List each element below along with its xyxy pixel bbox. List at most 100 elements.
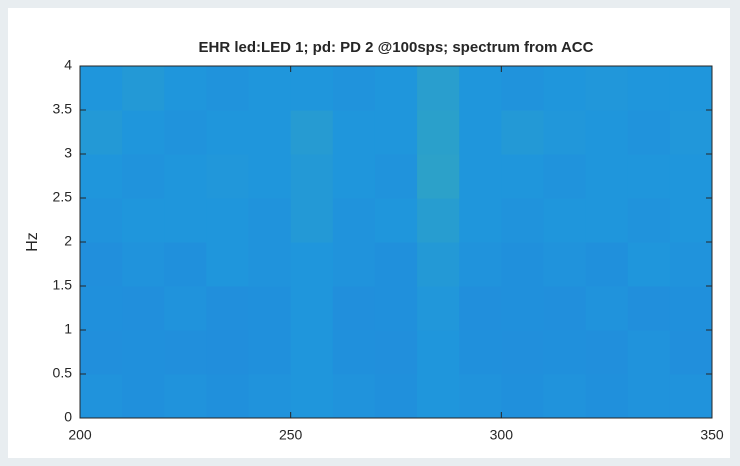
heatmap-cell [417, 330, 460, 375]
heatmap-cell [374, 110, 418, 155]
heatmap-cell [669, 374, 713, 419]
heatmap-cell [459, 242, 502, 287]
heatmap-cell [543, 110, 587, 155]
heatmap-cell [80, 286, 123, 331]
heatmap-cell [122, 330, 165, 375]
heatmap-cell [206, 330, 250, 375]
heatmap-cell [80, 374, 123, 419]
heatmap-cell [290, 154, 334, 199]
heatmap-cell [164, 286, 207, 331]
heatmap-cell [206, 110, 250, 155]
heatmap-cell [459, 198, 502, 243]
heatmap-cell [374, 66, 418, 111]
heatmap-cell [417, 286, 460, 331]
heatmap-cell [122, 66, 165, 111]
heatmap-cell [290, 110, 334, 155]
heatmap-cell [206, 154, 250, 199]
heatmap-cell [627, 66, 671, 111]
heatmap-cell [627, 374, 671, 419]
heatmap-cell [501, 286, 544, 331]
heatmap-cell [290, 66, 334, 111]
heatmap-cell [164, 154, 207, 199]
heatmap-cell [290, 374, 334, 419]
heatmap-cell [332, 330, 376, 375]
heatmap-cell [374, 154, 418, 199]
heatmap-cell [669, 66, 713, 111]
heatmap-cell [585, 110, 629, 155]
heatmap-cell [374, 374, 418, 419]
heatmap-cell [206, 66, 250, 111]
y-tick-label: 3 [64, 145, 72, 161]
heatmap-cell [627, 286, 671, 331]
heatmap-cell [543, 330, 587, 375]
heatmap-cell [585, 198, 629, 243]
heatmap-cell [459, 374, 502, 419]
heatmap-cell [459, 286, 502, 331]
heatmap-cell [669, 110, 713, 155]
heatmap-cell [585, 286, 629, 331]
heatmap-cell [248, 374, 292, 419]
heatmap-cell [501, 154, 544, 199]
heatmap-cell [122, 110, 165, 155]
heatmap-cell [248, 66, 292, 111]
heatmap-cell [669, 154, 713, 199]
x-tick-label: 300 [490, 427, 514, 443]
heatmap-cell [122, 286, 165, 331]
y-tick-label: 2.5 [53, 189, 73, 205]
heatmap-cell [164, 110, 207, 155]
heatmap-cell [122, 198, 165, 243]
heatmap-cell [501, 198, 544, 243]
heatmap-cell [669, 330, 713, 375]
heatmap-cell [332, 198, 376, 243]
heatmap-cell [80, 330, 123, 375]
heatmap-cell [627, 330, 671, 375]
heatmap-cell [290, 198, 334, 243]
heatmap-cell [627, 242, 671, 287]
y-tick-label: 4 [64, 57, 72, 73]
heatmap-cell [164, 330, 207, 375]
heatmap-cell [627, 198, 671, 243]
heatmap-cell [206, 198, 250, 243]
heatmap-cell [417, 374, 460, 419]
heatmap-cell [332, 154, 376, 199]
y-tick-label: 1 [64, 321, 72, 337]
heatmap-cell [501, 242, 544, 287]
heatmap-cell [459, 66, 502, 111]
heatmap-cell [248, 330, 292, 375]
heatmap-cell [669, 242, 713, 287]
heatmap-cell [417, 154, 460, 199]
heatmap-cell [459, 110, 502, 155]
heatmap-cell [332, 66, 376, 111]
heatmap-cell [206, 286, 250, 331]
heatmap-cell [374, 198, 418, 243]
x-tick-label: 350 [700, 427, 724, 443]
heatmap-cell [501, 330, 544, 375]
heatmap-cell [543, 286, 587, 331]
heatmap-cell [164, 242, 207, 287]
heatmap [80, 66, 713, 419]
heatmap-cell [627, 110, 671, 155]
heatmap-cell [248, 286, 292, 331]
heatmap-cell [543, 374, 587, 419]
heatmap-cell [80, 66, 123, 111]
heatmap-cell [332, 242, 376, 287]
heatmap-cell [669, 286, 713, 331]
heatmap-cell [80, 110, 123, 155]
heatmap-cell [164, 198, 207, 243]
heatmap-cell [290, 330, 334, 375]
heatmap-cell [248, 198, 292, 243]
heatmap-cell [332, 374, 376, 419]
heatmap-cell [374, 286, 418, 331]
heatmap-cell [543, 242, 587, 287]
y-axis-label: Hz [24, 232, 41, 252]
heatmap-cell [585, 330, 629, 375]
heatmap-cell [164, 66, 207, 111]
heatmap-cell [459, 154, 502, 199]
heatmap-cell [206, 374, 250, 419]
heatmap-cell [585, 66, 629, 111]
x-tick-label: 200 [68, 427, 92, 443]
heatmap-cell [669, 198, 713, 243]
heatmap-cell [459, 330, 502, 375]
